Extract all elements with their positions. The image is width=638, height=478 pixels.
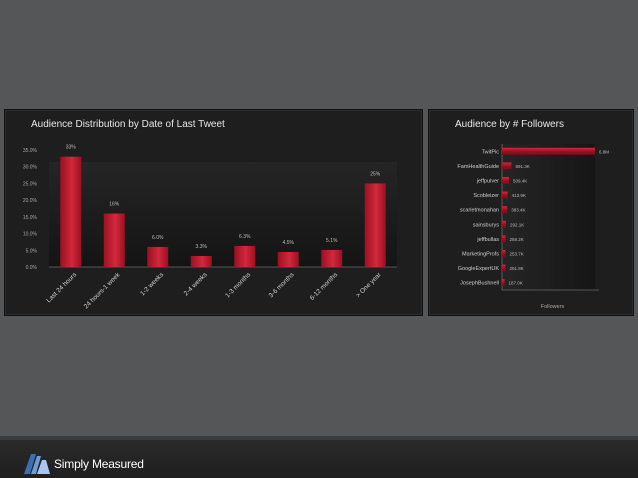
bar [147, 246, 169, 267]
bar [502, 250, 506, 257]
bar-value-label: 3.3% [196, 244, 208, 250]
bar-value-label: 6.0% [152, 235, 164, 241]
x-axis-label: Followers [541, 304, 565, 310]
bar-value-label: 383.4K [511, 208, 525, 213]
bar-value-label: 253.7K [509, 252, 523, 257]
bar [502, 220, 506, 228]
plot-area [502, 144, 595, 290]
y-category-label: Scobleizer [473, 193, 499, 199]
x-category-label: 24 hours-1 week [83, 271, 122, 310]
bar-value-label: 33% [66, 145, 77, 151]
y-category-label: jeffbullas [476, 237, 499, 243]
followers-chart-panel: Audience by # Followers TwitPic 6.8M FamHe… [428, 109, 634, 316]
bar-value-label: 5.1% [326, 238, 338, 244]
bar-value-label: 691.3K [515, 164, 529, 169]
bar-value-label: 509.4K [513, 179, 527, 184]
bar [502, 162, 512, 170]
y-tick-label: 0.0% [26, 265, 38, 271]
bar-value-label: 292.1K [510, 222, 524, 227]
bar-value-label: 258.2K [510, 237, 524, 242]
bar-value-label: 16% [109, 202, 120, 208]
y-category-label: scarletmonahan [460, 208, 499, 214]
y-category-label: FamHealthGuide [457, 164, 499, 170]
y-category-label: sainsburys [473, 222, 500, 228]
bar-value-label: 187.0K [509, 281, 523, 286]
y-category-label: jeffpulver [476, 179, 499, 185]
simply-measured-logo-icon [24, 454, 50, 474]
bar [234, 245, 256, 267]
bar [502, 264, 506, 272]
bar [502, 279, 505, 287]
y-category-label: JosephBushnell [460, 281, 499, 287]
x-category-label: 3-6 months [268, 271, 296, 299]
y-tick-label: 5.0% [26, 248, 38, 254]
bar [502, 206, 508, 214]
x-category-label: 6-12 months [309, 271, 340, 302]
bar [190, 255, 212, 267]
y-tick-label: 15.0% [23, 215, 38, 221]
y-tick-label: 25.0% [23, 181, 38, 187]
y-tick-label: 35.0% [23, 148, 38, 154]
y-tick-label: 10.0% [23, 232, 38, 238]
bar [277, 251, 299, 267]
bar-value-label: 413.9K [512, 193, 526, 198]
bar [502, 177, 509, 184]
bar [60, 156, 82, 267]
x-category-label: 1-2 weeks [139, 271, 165, 297]
bar-value-label: 251.8K [509, 266, 523, 271]
bar [502, 191, 508, 199]
y-category-label: MarketingProfs [462, 252, 499, 258]
y-category-label: TwitPic [482, 149, 500, 155]
y-tick-label: 30.0% [23, 165, 38, 171]
followers-chart-title: Audience by # Followers [455, 119, 564, 130]
bar-value-label: 25% [370, 171, 381, 177]
plot-area [49, 162, 397, 267]
bar [321, 249, 343, 267]
bar-value-label: 6.3% [239, 234, 251, 240]
footer-bar: Simply Measured [0, 436, 638, 478]
y-tick-label: 20.0% [23, 198, 38, 204]
bar [364, 183, 386, 267]
distribution-chart-title: Audience Distribution by Date of Last Tw… [31, 119, 225, 130]
bar-value-label: 4.5% [283, 240, 295, 246]
brand-name: Simply Measured [54, 457, 144, 471]
y-category-label: GoogleExpertUK [458, 266, 500, 272]
bar [103, 213, 125, 267]
x-category-label: 1-3 months [224, 271, 252, 299]
bar-value-label: 6.8M [599, 149, 609, 154]
bar [502, 235, 506, 243]
followers-chart: TwitPic 6.8M FamHealthGuide 691.3K jeffpulve… [457, 144, 609, 310]
x-category-label: 2-4 weeks [183, 271, 209, 297]
x-category-label: > One year [355, 271, 383, 299]
bar [502, 147, 595, 155]
distribution-chart-panel: Audience Distribution by Date of Last Tw… [4, 109, 423, 316]
distribution-chart: 0.0% 5.0% 10.0% 15.0% 20.0% 25.0% 30.0% 35.0% 33… [23, 145, 397, 310]
x-category-label: Last 24 hours [45, 271, 78, 304]
